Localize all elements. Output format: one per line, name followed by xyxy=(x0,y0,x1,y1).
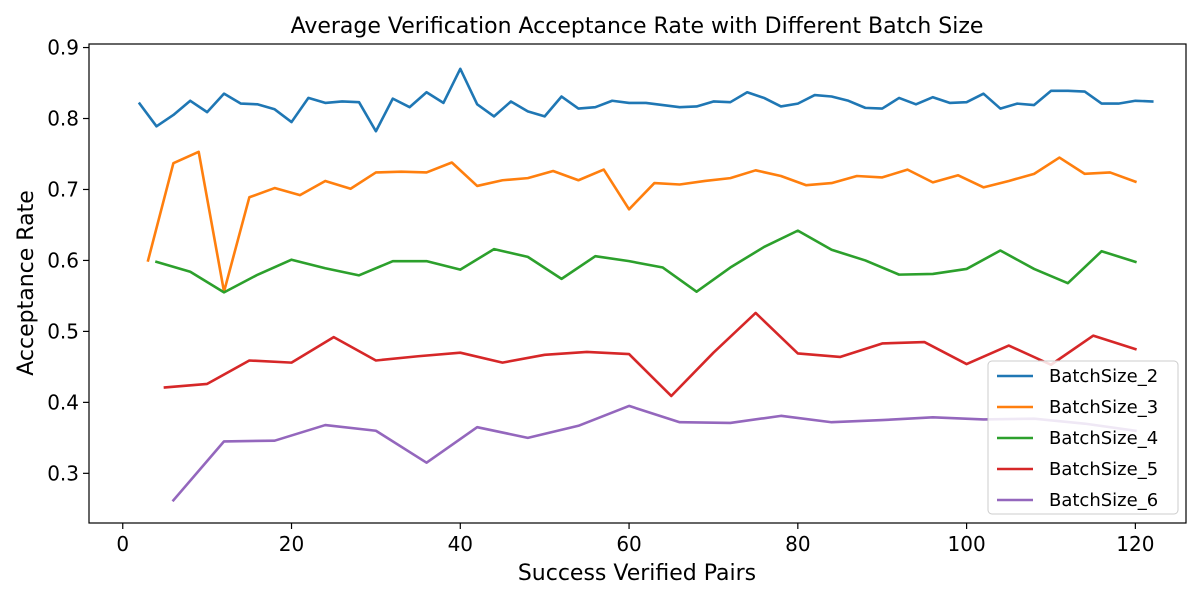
x-axis: 0 20 40 60 80 100 120 xyxy=(116,523,1154,556)
legend-entry: BatchSize_4 xyxy=(1049,428,1158,449)
y-tick-label: 0.8 xyxy=(47,107,79,131)
x-tick-label: 20 xyxy=(279,532,304,556)
chart-title: Average Verification Acceptance Rate wit… xyxy=(291,14,984,39)
legend-entry: BatchSize_6 xyxy=(1049,490,1158,511)
series-line-batchsize-2 xyxy=(137,67,1154,133)
x-tick-label: 80 xyxy=(785,532,810,556)
y-tick-label: 0.5 xyxy=(47,319,79,343)
x-tick-label: 0 xyxy=(116,532,129,556)
y-tick-label: 0.4 xyxy=(47,390,79,414)
x-tick-label: 120 xyxy=(1116,532,1154,556)
legend-entry: BatchSize_3 xyxy=(1049,397,1158,418)
y-axis-label: Acceptance Rate xyxy=(14,190,39,375)
legend-entry: BatchSize_5 xyxy=(1049,459,1158,480)
legend: BatchSize_2 BatchSize_3 BatchSize_4 BatchSi… xyxy=(987,360,1179,515)
legend-box xyxy=(987,360,1179,515)
y-tick-label: 0.9 xyxy=(47,36,79,60)
plot-frame xyxy=(88,43,1187,524)
series-line-batchsize-3 xyxy=(146,150,1138,293)
legend-entry: BatchSize_2 xyxy=(1049,366,1158,387)
series-line-batchsize-4 xyxy=(154,229,1138,294)
x-tick-label: 60 xyxy=(616,532,641,556)
plot-area xyxy=(137,67,1154,503)
x-tick-label: 100 xyxy=(948,532,986,556)
series-line-batchsize-6 xyxy=(171,404,1137,503)
x-axis-label: Success Verified Pairs xyxy=(518,561,756,586)
y-tick-label: 0.7 xyxy=(47,177,79,201)
y-tick-label: 0.3 xyxy=(47,461,79,485)
y-tick-label: 0.6 xyxy=(47,248,79,272)
y-axis: 0.3 0.4 0.5 0.6 0.7 0.8 0.9 xyxy=(47,36,89,485)
series-line-batchsize-5 xyxy=(163,311,1138,398)
x-tick-label: 40 xyxy=(448,532,473,556)
